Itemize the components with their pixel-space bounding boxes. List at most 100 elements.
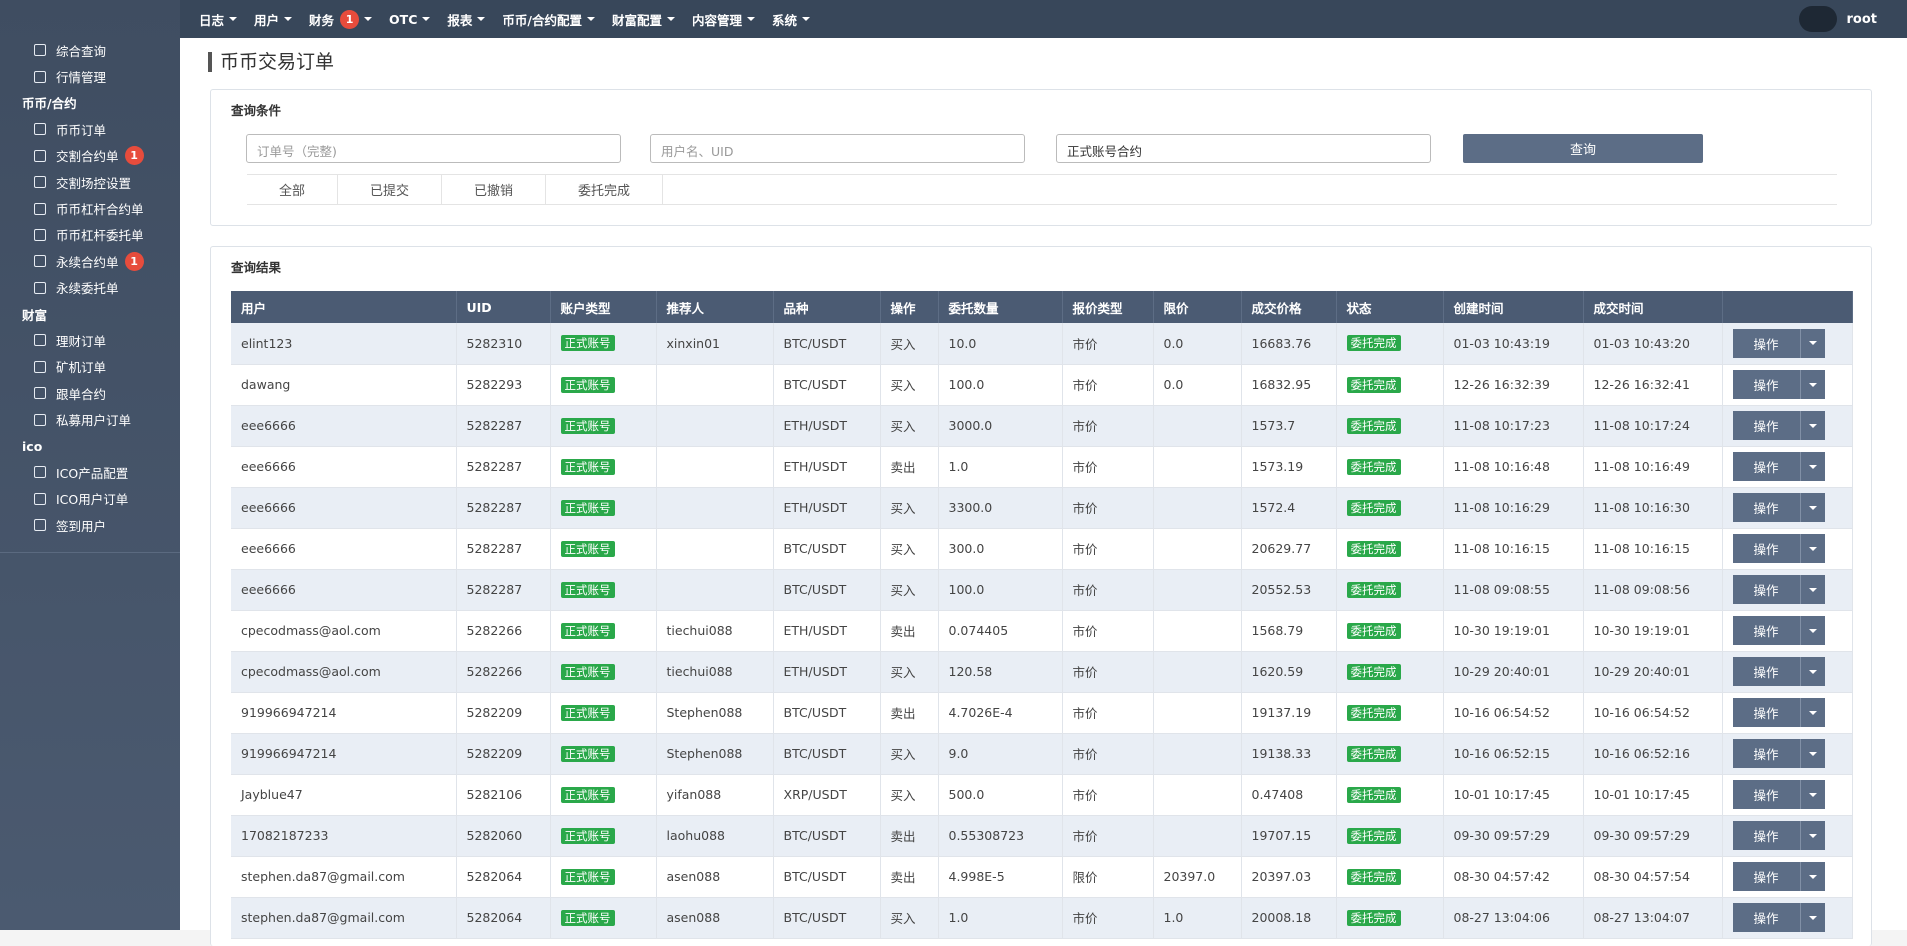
table-cell: stephen.da87@gmail.com xyxy=(231,897,457,939)
menu-item[interactable]: ICO用户订单 xyxy=(0,486,180,512)
action-button[interactable]: 操作 xyxy=(1732,862,1825,891)
action-label[interactable]: 操作 xyxy=(1732,739,1801,768)
table-cell: 20397.0 xyxy=(1153,856,1242,898)
dropdown-toggle[interactable] xyxy=(1800,821,1825,850)
action-label[interactable]: 操作 xyxy=(1732,616,1801,645)
action-label[interactable]: 操作 xyxy=(1732,698,1801,727)
action-button[interactable]: 操作 xyxy=(1732,575,1825,604)
dropdown-toggle[interactable] xyxy=(1800,657,1825,686)
action-button[interactable]: 操作 xyxy=(1732,780,1825,809)
menu-item[interactable]: 交割场控设置 xyxy=(0,169,180,195)
action-label[interactable]: 操作 xyxy=(1732,534,1801,563)
table-cell: 市价 xyxy=(1062,528,1154,570)
user-menu[interactable]: root xyxy=(1798,6,1877,32)
action-button[interactable]: 操作 xyxy=(1732,411,1825,440)
nav-item[interactable]: 内容管理 xyxy=(692,10,755,29)
action-label[interactable]: 操作 xyxy=(1732,411,1801,440)
tab[interactable]: 委托完成 xyxy=(546,175,664,204)
table-cell: 3300.0 xyxy=(938,487,1063,529)
caret xyxy=(422,17,431,25)
column-header: 成交时间 xyxy=(1583,291,1723,323)
nav-label: 财务 xyxy=(309,12,335,28)
action-label[interactable]: 操作 xyxy=(1732,452,1801,481)
action-button[interactable]: 操作 xyxy=(1732,370,1825,399)
action-button[interactable]: 操作 xyxy=(1732,452,1825,481)
table-cell: 100.0 xyxy=(938,364,1063,406)
action-label[interactable]: 操作 xyxy=(1732,575,1801,604)
menu-item[interactable]: 综合查询 xyxy=(0,37,180,63)
table-cell: 10-16 06:54:52 xyxy=(1583,692,1723,734)
menu-item[interactable]: 币币杠杆委托单 xyxy=(0,222,180,248)
menu-item[interactable]: 币币订单 xyxy=(0,116,180,142)
dropdown-toggle[interactable] xyxy=(1800,903,1825,932)
tab[interactable]: 已撤销 xyxy=(442,175,547,204)
action-button[interactable]: 操作 xyxy=(1732,328,1825,358)
menu-item[interactable]: 矿机订单 xyxy=(0,354,180,380)
action-button[interactable]: 操作 xyxy=(1732,657,1825,686)
action-cell: 操作 xyxy=(1722,692,1853,734)
dropdown-toggle[interactable] xyxy=(1800,698,1825,727)
account-select[interactable]: 正式账号合约 xyxy=(1056,134,1431,163)
action-button[interactable]: 操作 xyxy=(1732,698,1825,727)
nav-item[interactable]: 日志 xyxy=(199,10,238,29)
nav-item[interactable]: 财富配置 xyxy=(612,10,675,29)
table-cell: 11-08 10:16:15 xyxy=(1443,528,1584,570)
nav-label: 内容管理 xyxy=(691,12,742,28)
menu-label: 跟单合约 xyxy=(56,386,107,402)
action-label[interactable]: 操作 xyxy=(1732,780,1801,809)
table-cell: 正式账号 xyxy=(550,528,657,570)
menu-item[interactable]: 理财订单 xyxy=(0,327,180,353)
nav-item[interactable]: 报表 xyxy=(447,10,486,29)
action-label[interactable]: 操作 xyxy=(1732,493,1801,522)
menu-item[interactable]: 币币杠杆合约单 xyxy=(0,195,180,221)
caret xyxy=(1808,710,1817,719)
action-button[interactable]: 操作 xyxy=(1732,616,1825,645)
action-button[interactable]: 操作 xyxy=(1732,821,1825,850)
tab[interactable]: 已提交 xyxy=(338,175,443,204)
action-label[interactable]: 操作 xyxy=(1732,862,1801,891)
table-cell: 正式账号 xyxy=(550,487,657,529)
action-button[interactable]: 操作 xyxy=(1732,493,1825,522)
action-button[interactable]: 操作 xyxy=(1732,534,1825,563)
dropdown-toggle[interactable] xyxy=(1800,534,1825,563)
dropdown-toggle[interactable] xyxy=(1800,862,1825,891)
action-label[interactable]: 操作 xyxy=(1732,370,1801,399)
dropdown-toggle[interactable] xyxy=(1800,616,1825,645)
dropdown-toggle[interactable] xyxy=(1800,452,1825,481)
menu-item[interactable]: 行情管理 xyxy=(0,63,180,89)
action-button[interactable]: 操作 xyxy=(1732,903,1825,932)
dropdown-toggle[interactable] xyxy=(1800,328,1825,358)
dropdown-toggle[interactable] xyxy=(1800,370,1825,399)
order-input[interactable]: 订单号（完整) xyxy=(246,134,621,163)
nav-item[interactable]: 用户 xyxy=(254,10,293,29)
dropdown-toggle[interactable] xyxy=(1800,575,1825,604)
menu-item[interactable]: 私募用户订单 xyxy=(0,406,180,432)
tab[interactable]: 全部 xyxy=(247,175,339,204)
user-input[interactable]: 用户名、UID xyxy=(650,134,1025,163)
action-label[interactable]: 操作 xyxy=(1732,657,1801,686)
dropdown-toggle[interactable] xyxy=(1800,411,1825,440)
table-cell: 买入 xyxy=(880,651,939,693)
dropdown-toggle[interactable] xyxy=(1800,493,1825,522)
action-button[interactable]: 操作 xyxy=(1732,739,1825,768)
dropdown-toggle[interactable] xyxy=(1800,780,1825,809)
action-label[interactable]: 操作 xyxy=(1732,328,1801,358)
menu-item[interactable]: 跟单合约 xyxy=(0,380,180,406)
nav-item[interactable]: OTC xyxy=(389,12,431,27)
dropdown-toggle[interactable] xyxy=(1800,739,1825,768)
table-cell: 买入 xyxy=(880,364,939,406)
nav-item[interactable]: 系统 xyxy=(772,10,811,29)
table-cell: 5282287 xyxy=(456,405,551,447)
menu-item[interactable]: 交割合约单 1 xyxy=(0,143,180,169)
action-label[interactable]: 操作 xyxy=(1732,821,1801,850)
nav-item[interactable]: 财务 1 xyxy=(309,9,373,29)
menu-label: 币币杠杆委托单 xyxy=(56,228,144,244)
menu-item[interactable]: ICO产品配置 xyxy=(0,459,180,485)
menu-item[interactable]: 签到用户 xyxy=(0,512,180,538)
menu-item[interactable]: 永续合约单 1 xyxy=(0,248,180,274)
action-label[interactable]: 操作 xyxy=(1732,903,1801,932)
nav-item[interactable]: 币币/合约配置 xyxy=(502,10,595,29)
query-button[interactable]: 查询 xyxy=(1463,134,1703,163)
menu-item[interactable]: 永续委托单 xyxy=(0,275,180,301)
table-cell: 委托完成 xyxy=(1336,897,1444,939)
